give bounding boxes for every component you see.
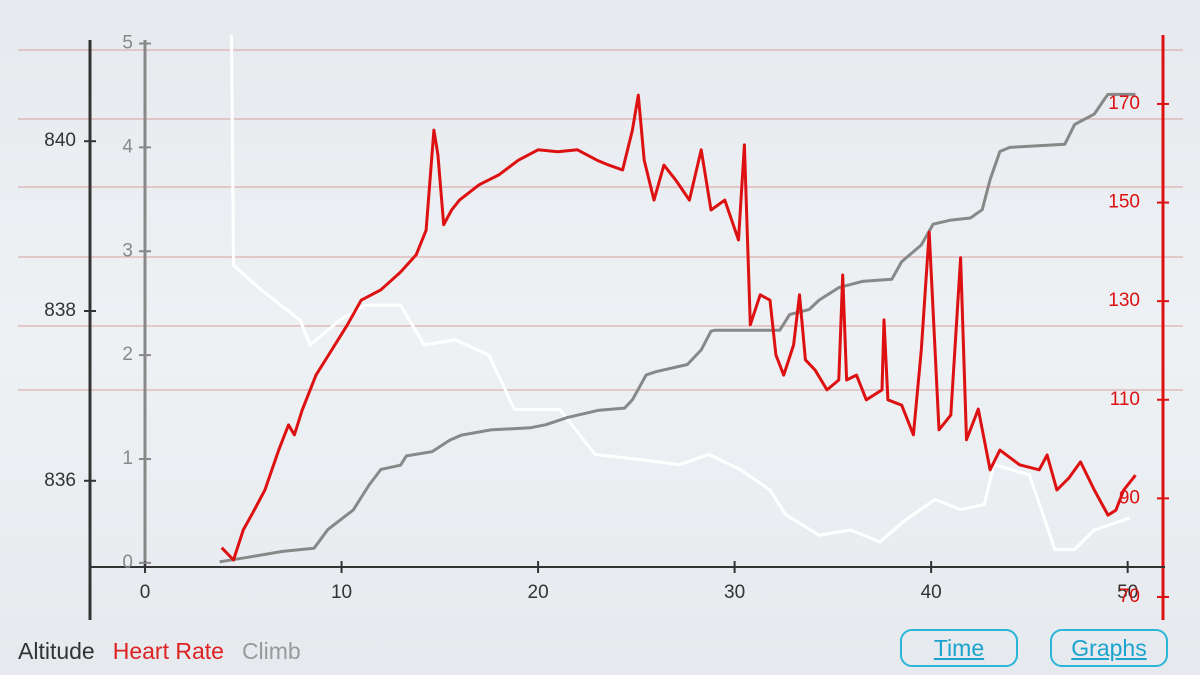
climb-tick-label: 4 (122, 136, 133, 157)
graphs-button[interactable]: Graphs (1050, 629, 1168, 667)
time-button[interactable]: Time (900, 629, 1018, 667)
climb-tick-label: 2 (122, 344, 133, 365)
x-tick-label: 20 (528, 582, 549, 603)
series-line (230, 35, 1131, 551)
heart-rate-tick-label: 130 (1108, 290, 1140, 311)
climb-tick-label: 3 (122, 240, 133, 261)
series-line (220, 93, 1137, 562)
altitude-tick-label: 838 (44, 300, 76, 321)
x-tick-label: 30 (724, 582, 745, 603)
legend-entry: Altitude (18, 638, 95, 664)
x-tick-label: 40 (921, 582, 942, 603)
ticks: 0 10 20 30 40 50 836 838 840 0 1 2 3 4 5 70 90 110 130 150 1… (44, 33, 1169, 607)
legend-entry: Climb (242, 638, 301, 664)
climb-tick-label: 5 (122, 33, 133, 54)
legend-entry: Heart Rate (113, 638, 224, 664)
legend: Altitude Heart Rate Climb (18, 638, 301, 664)
heart-rate-tick-label: 110 (1110, 389, 1140, 410)
heart-rate-tick-label: 150 (1108, 192, 1140, 213)
heart-rate-tick-label: 170 (1108, 93, 1140, 114)
x-tick-label: 50 (1117, 582, 1138, 603)
altitude-tick-label: 840 (44, 130, 76, 151)
climb-tick-label: 1 (122, 448, 133, 469)
altitude-tick-label: 836 (44, 470, 76, 491)
climb-tick-label: 0 (122, 552, 133, 573)
x-tick-label: 10 (331, 582, 352, 603)
background-lines (18, 49, 1183, 391)
heart-rate-tick-label: 90 (1119, 487, 1140, 508)
x-tick-label: 0 (140, 582, 151, 603)
series-lines (219, 35, 1137, 564)
heart-rate-tick-label: 70 (1119, 586, 1140, 607)
series-line (219, 92, 1136, 564)
